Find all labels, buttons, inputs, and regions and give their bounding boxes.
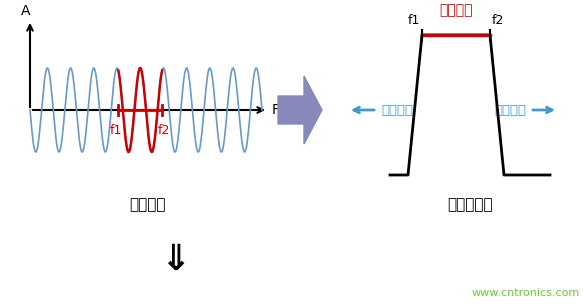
Text: f1: f1 <box>110 124 122 137</box>
Polygon shape <box>278 76 322 144</box>
Text: 工作频段: 工作频段 <box>439 3 473 17</box>
Text: f1: f1 <box>408 14 420 27</box>
Text: f2: f2 <box>492 14 504 27</box>
Text: F: F <box>272 103 280 117</box>
Text: 抑制频段: 抑制频段 <box>381 103 413 117</box>
Text: www.cntronics.com: www.cntronics.com <box>472 288 580 298</box>
Text: ⇓: ⇓ <box>160 243 190 277</box>
Text: 抑制频段: 抑制频段 <box>494 103 526 117</box>
Text: 原始信号: 原始信号 <box>130 197 166 212</box>
Text: A: A <box>21 4 31 18</box>
Text: f2: f2 <box>158 124 170 137</box>
Text: 滤波器响应: 滤波器响应 <box>447 197 493 212</box>
